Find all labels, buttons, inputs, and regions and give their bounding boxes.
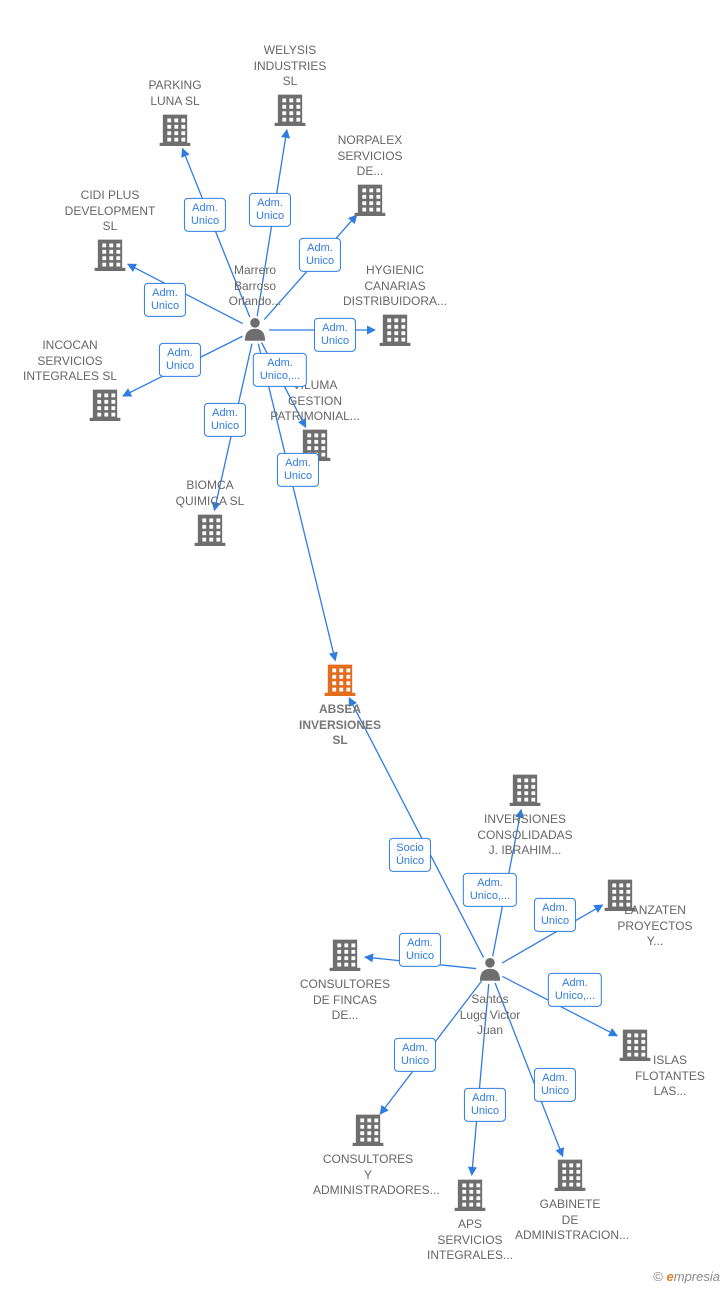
company-node-biomca[interactable] bbox=[195, 515, 226, 546]
edge-label-santos-aps: Adm. Unico bbox=[464, 1088, 506, 1122]
edge-label-santos-consultores_admin: Adm. Unico bbox=[394, 1038, 436, 1072]
person-node-marrero[interactable] bbox=[245, 318, 265, 341]
brand-rest: mpresia bbox=[674, 1269, 720, 1284]
building-icon bbox=[510, 775, 541, 806]
node-label-text: HYGIENIC CANARIAS DISTRIBUIDORA... bbox=[340, 263, 450, 310]
company-node-hygienic[interactable] bbox=[380, 315, 411, 346]
building-icon bbox=[275, 95, 306, 126]
company-node-inversiones_cons[interactable] bbox=[510, 775, 541, 806]
node-label-hygienic: HYGIENIC CANARIAS DISTRIBUIDORA... bbox=[340, 263, 450, 310]
node-label-parking_luna: PARKING LUNA SL bbox=[120, 78, 230, 109]
building-icon bbox=[195, 515, 226, 546]
edge-label-marrero-welysis: Adm. Unico bbox=[249, 193, 291, 227]
company-node-gabinete[interactable] bbox=[555, 1160, 586, 1191]
building-icon bbox=[95, 240, 126, 271]
building-icon bbox=[90, 390, 121, 421]
node-label-text: ABSEA INVERSIONES SL bbox=[285, 702, 395, 749]
edge-label-marrero-biomca: Adm. Unico bbox=[204, 403, 246, 437]
edge-label-santos-inversiones_cons: Adm. Unico,... bbox=[463, 873, 517, 907]
edge-label-marrero-incocan: Adm. Unico bbox=[159, 343, 201, 377]
node-label-text: WELYSIS INDUSTRIES SL bbox=[235, 43, 345, 90]
edge-label-marrero-cidi_plus: Adm. Unico bbox=[144, 283, 186, 317]
building-icon bbox=[325, 665, 356, 696]
node-label-text: INVERSIONES CONSOLIDADAS J. IBRAHIM... bbox=[470, 812, 580, 859]
company-node-parking_luna[interactable] bbox=[160, 115, 191, 146]
company-node-cidi_plus[interactable] bbox=[95, 240, 126, 271]
node-label-text: CONSULTORES Y ADMINISTRADORES... bbox=[313, 1152, 423, 1199]
watermark: © empresia bbox=[653, 1269, 720, 1284]
edge-label-santos-islas_flotantes: Adm. Unico,... bbox=[548, 973, 602, 1007]
node-label-text: CIDI PLUS DEVELOPMENT SL bbox=[55, 188, 165, 235]
person-icon bbox=[245, 318, 265, 341]
building-icon bbox=[330, 940, 361, 971]
node-label-text: PARKING LUNA SL bbox=[120, 78, 230, 109]
company-node-consultores_admin[interactable] bbox=[353, 1115, 384, 1146]
node-label-santos: Santos Lugo Victor Juan bbox=[435, 992, 545, 1039]
company-node-absea[interactable] bbox=[325, 665, 356, 696]
node-label-inversiones_cons: INVERSIONES CONSOLIDADAS J. IBRAHIM... bbox=[470, 812, 580, 859]
edge-label-marrero-norpalex: Adm. Unico bbox=[299, 238, 341, 272]
node-label-text: Marrero Barroso Orlando... bbox=[200, 263, 310, 310]
edge-label-marrero-viluma: Adm. Unico,... bbox=[253, 353, 307, 387]
building-icon bbox=[455, 1180, 486, 1211]
copyright-symbol: © bbox=[653, 1269, 663, 1284]
node-label-biomca: BIOMCA QUIMICA SL bbox=[155, 478, 265, 509]
edge-label-santos-absea: Socio Único bbox=[389, 838, 431, 872]
company-node-welysis[interactable] bbox=[275, 95, 306, 126]
node-label-text: GABINETE DE ADMINISTRACION... bbox=[515, 1197, 625, 1244]
node-label-consultores_fincas: CONSULTORES DE FINCAS DE... bbox=[290, 977, 400, 1024]
node-label-text: ISLAS FLOTANTES LAS... bbox=[615, 1053, 725, 1100]
company-node-consultores_fincas[interactable] bbox=[330, 940, 361, 971]
edge-label-marrero-absea: Adm. Unico bbox=[277, 453, 319, 487]
company-node-norpalex[interactable] bbox=[355, 185, 386, 216]
person-icon bbox=[480, 958, 500, 981]
node-label-cidi_plus: CIDI PLUS DEVELOPMENT SL bbox=[55, 188, 165, 235]
brand-first-letter: e bbox=[667, 1269, 674, 1284]
edge-label-marrero-hygienic: Adm. Unico bbox=[314, 318, 356, 352]
person-node-santos[interactable] bbox=[480, 958, 500, 981]
edge-label-santos-consultores_fincas: Adm. Unico bbox=[399, 933, 441, 967]
node-label-text: CONSULTORES DE FINCAS DE... bbox=[290, 977, 400, 1024]
building-icon bbox=[160, 115, 191, 146]
building-icon bbox=[355, 185, 386, 216]
node-label-lanzaten: LANZATEN PROYECTOS Y... bbox=[600, 903, 710, 950]
node-label-text: INCOCAN SERVICIOS INTEGRALES SL bbox=[15, 338, 125, 385]
node-label-text: BIOMCA QUIMICA SL bbox=[155, 478, 265, 509]
edge-label-marrero-parking_luna: Adm. Unico bbox=[184, 198, 226, 232]
node-label-text: NORPALEX SERVICIOS DE... bbox=[315, 133, 425, 180]
company-node-aps[interactable] bbox=[455, 1180, 486, 1211]
node-label-norpalex: NORPALEX SERVICIOS DE... bbox=[315, 133, 425, 180]
building-icon bbox=[380, 315, 411, 346]
node-label-absea: ABSEA INVERSIONES SL bbox=[285, 702, 395, 749]
node-label-marrero: Marrero Barroso Orlando... bbox=[200, 263, 310, 310]
building-icon bbox=[555, 1160, 586, 1191]
node-label-islas_flotantes: ISLAS FLOTANTES LAS... bbox=[615, 1053, 725, 1100]
node-label-text: Santos Lugo Victor Juan bbox=[435, 992, 545, 1039]
node-label-text: APS SERVICIOS INTEGRALES... bbox=[415, 1217, 525, 1264]
edge-label-santos-gabinete: Adm. Unico bbox=[534, 1068, 576, 1102]
node-label-text: LANZATEN PROYECTOS Y... bbox=[600, 903, 710, 950]
building-icon bbox=[353, 1115, 384, 1146]
node-label-incocan: INCOCAN SERVICIOS INTEGRALES SL bbox=[15, 338, 125, 385]
node-label-consultores_admin: CONSULTORES Y ADMINISTRADORES... bbox=[313, 1152, 423, 1199]
company-node-incocan[interactable] bbox=[90, 390, 121, 421]
node-label-welysis: WELYSIS INDUSTRIES SL bbox=[235, 43, 345, 90]
node-label-aps: APS SERVICIOS INTEGRALES... bbox=[415, 1217, 525, 1264]
node-label-gabinete: GABINETE DE ADMINISTRACION... bbox=[515, 1197, 625, 1244]
edge-label-santos-lanzaten: Adm. Unico bbox=[534, 898, 576, 932]
